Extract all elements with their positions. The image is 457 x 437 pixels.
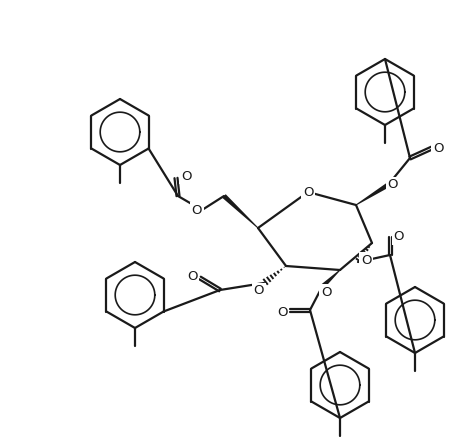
Polygon shape — [222, 194, 258, 229]
Text: O: O — [433, 142, 443, 155]
Text: O: O — [361, 253, 371, 267]
Text: O: O — [321, 285, 331, 298]
Polygon shape — [320, 270, 340, 289]
Text: O: O — [181, 170, 191, 183]
Text: O: O — [192, 204, 202, 216]
Text: O: O — [254, 284, 264, 298]
Polygon shape — [356, 183, 389, 205]
Text: O: O — [303, 185, 313, 198]
Text: O: O — [388, 178, 398, 191]
Text: O: O — [187, 270, 197, 282]
Text: O: O — [277, 305, 287, 319]
Text: O: O — [394, 230, 404, 243]
